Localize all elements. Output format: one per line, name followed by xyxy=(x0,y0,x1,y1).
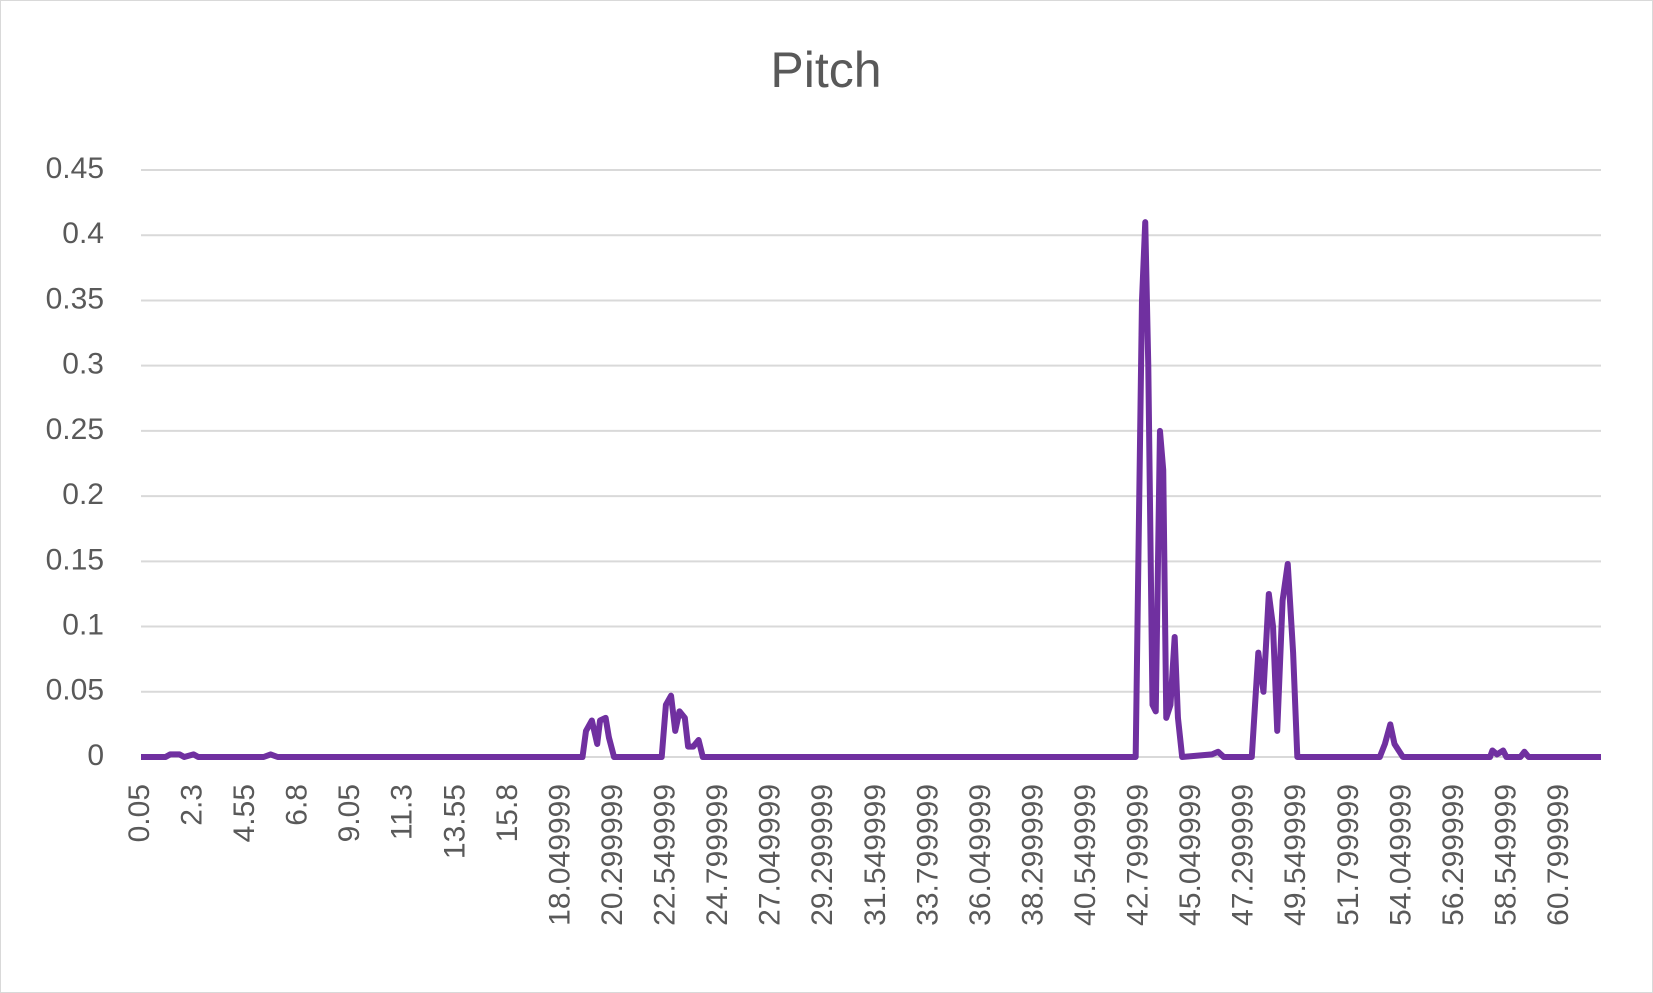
x-tick-label: 6.8 xyxy=(281,784,314,826)
y-tick-label: 0.35 xyxy=(46,282,104,315)
x-tick-label: 20.299999 xyxy=(596,784,629,926)
y-tick-label: 0 xyxy=(87,739,104,772)
x-tick-label: 24.799999 xyxy=(701,784,734,926)
x-tick-label: 13.55 xyxy=(438,784,471,859)
y-tick-label: 0.45 xyxy=(46,152,104,185)
y-tick-label: 0.15 xyxy=(46,543,104,576)
x-tick-label: 29.299999 xyxy=(806,784,839,926)
x-tick-label: 18.049999 xyxy=(543,784,576,926)
y-tick-label: 0.3 xyxy=(62,348,104,381)
x-tick-label: 49.549999 xyxy=(1279,784,1312,926)
x-tick-label: 0.05 xyxy=(123,784,156,842)
x-tick-label: 58.549999 xyxy=(1489,784,1522,926)
x-tick-label: 4.55 xyxy=(228,784,261,842)
x-tick-label: 27.049999 xyxy=(754,784,787,926)
x-tick-label: 38.299999 xyxy=(1016,784,1049,926)
x-tick-label: 60.799999 xyxy=(1542,784,1575,926)
x-tick-label: 42.799999 xyxy=(1122,784,1155,926)
y-tick-label: 0.2 xyxy=(62,478,104,511)
data-line xyxy=(141,219,1601,760)
chart-title: Pitch xyxy=(770,42,881,98)
x-tick-label: 11.3 xyxy=(386,784,419,840)
x-tick-label: 2.3 xyxy=(175,784,208,826)
x-tick-label: 51.799999 xyxy=(1332,784,1365,926)
x-tick-label: 31.549999 xyxy=(859,784,892,926)
x-tick-label: 15.8 xyxy=(491,784,524,842)
x-tick-label: 40.549999 xyxy=(1069,784,1102,926)
y-tick-label: 0.4 xyxy=(62,217,104,250)
x-tick-label: 33.799999 xyxy=(911,784,944,926)
x-tick-label: 47.299999 xyxy=(1227,784,1260,926)
x-tick-label: 56.299999 xyxy=(1437,784,1470,926)
x-tick-label: 45.049999 xyxy=(1174,784,1207,926)
y-tick-label: 0.05 xyxy=(46,674,104,707)
x-tick-label: 22.549999 xyxy=(649,784,682,926)
x-tick-label: 54.049999 xyxy=(1384,784,1417,926)
x-tick-label: 9.05 xyxy=(333,784,366,842)
x-tick-label: 36.049999 xyxy=(964,784,997,926)
y-tick-label: 0.1 xyxy=(62,608,104,641)
y-tick-label: 0.25 xyxy=(46,413,104,446)
